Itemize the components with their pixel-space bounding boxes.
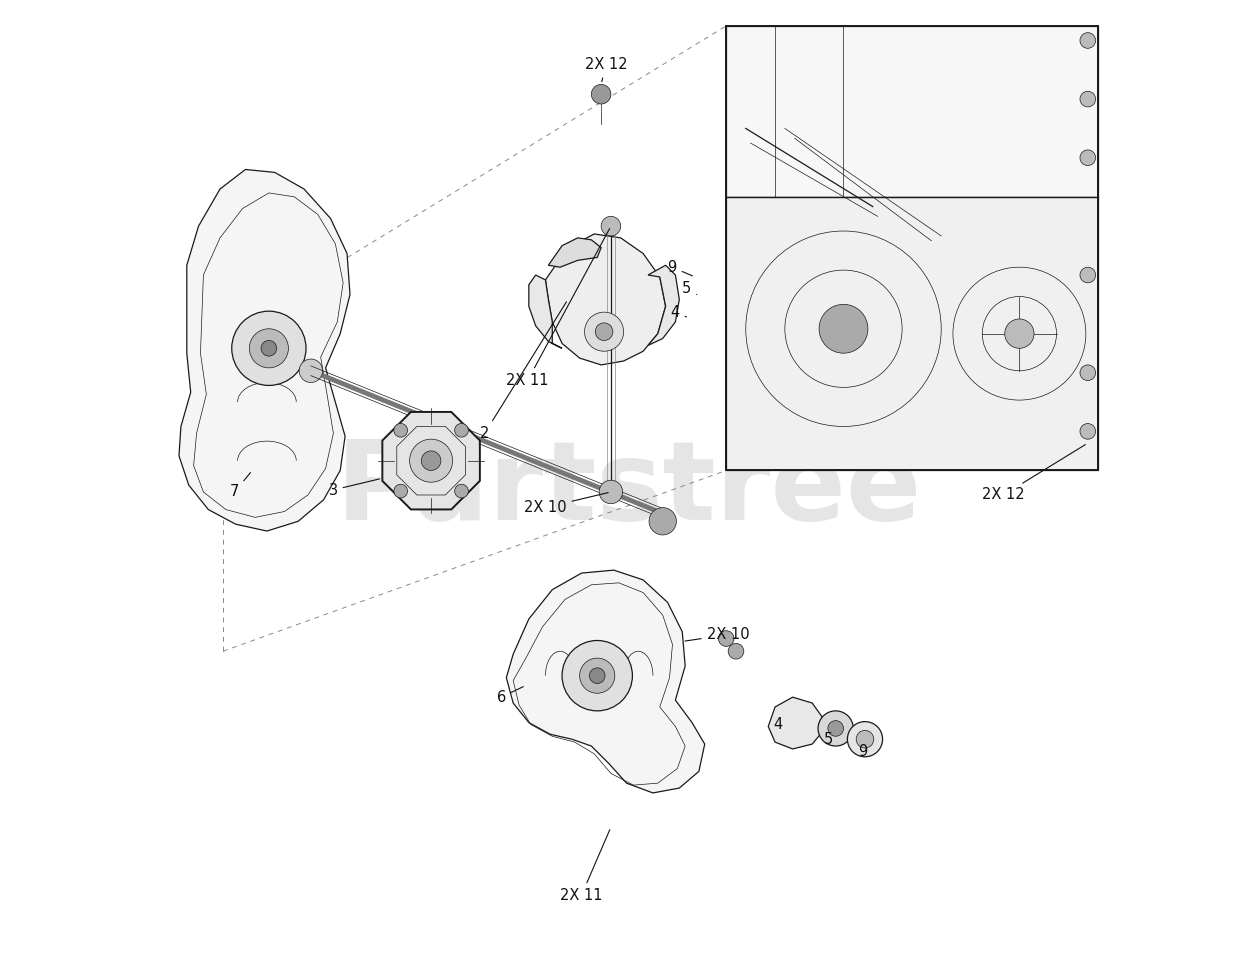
Text: 4: 4	[773, 717, 782, 732]
Circle shape	[585, 313, 623, 351]
Polygon shape	[529, 275, 562, 348]
Text: ™: ™	[857, 421, 885, 449]
Circle shape	[590, 667, 605, 683]
Circle shape	[856, 730, 874, 748]
Circle shape	[1080, 91, 1096, 107]
Circle shape	[847, 721, 882, 757]
Text: 5: 5	[823, 732, 833, 747]
Circle shape	[601, 217, 621, 236]
Circle shape	[1080, 32, 1096, 48]
Circle shape	[455, 423, 469, 437]
Circle shape	[249, 328, 288, 368]
Text: 3: 3	[328, 479, 380, 498]
Text: 9: 9	[859, 745, 867, 760]
Text: 2X 12: 2X 12	[982, 445, 1086, 503]
Circle shape	[719, 631, 734, 647]
Circle shape	[231, 312, 305, 385]
Circle shape	[455, 484, 469, 498]
Text: 2X 11: 2X 11	[507, 228, 610, 388]
Circle shape	[649, 508, 676, 535]
Polygon shape	[178, 170, 349, 531]
Text: 2X 11: 2X 11	[561, 830, 610, 903]
Circle shape	[818, 710, 854, 746]
Polygon shape	[727, 25, 1097, 197]
Circle shape	[421, 451, 441, 470]
Text: 5: 5	[683, 281, 696, 296]
Polygon shape	[548, 238, 601, 268]
Circle shape	[410, 439, 453, 482]
Circle shape	[1080, 365, 1096, 380]
Polygon shape	[768, 697, 822, 749]
Circle shape	[299, 359, 323, 382]
Polygon shape	[507, 570, 705, 793]
Circle shape	[393, 484, 407, 498]
Text: 2X 10: 2X 10	[685, 627, 749, 642]
Circle shape	[1080, 150, 1096, 166]
Circle shape	[1080, 268, 1096, 283]
Circle shape	[1004, 318, 1035, 348]
Circle shape	[1080, 423, 1096, 439]
Text: 9: 9	[667, 260, 693, 275]
Circle shape	[600, 480, 622, 504]
Circle shape	[393, 423, 407, 437]
Polygon shape	[649, 266, 679, 345]
Circle shape	[828, 720, 843, 736]
Circle shape	[596, 322, 613, 340]
Polygon shape	[382, 412, 480, 510]
Circle shape	[261, 340, 277, 356]
Text: Partstree: Partstree	[336, 436, 921, 544]
Circle shape	[820, 305, 867, 353]
Circle shape	[591, 84, 611, 104]
Text: 2: 2	[480, 302, 567, 441]
Text: 4: 4	[670, 305, 686, 319]
Text: 6: 6	[497, 687, 523, 705]
Circle shape	[579, 659, 615, 693]
Circle shape	[728, 644, 744, 660]
Text: 2X 10: 2X 10	[524, 493, 608, 515]
Circle shape	[562, 641, 632, 710]
Polygon shape	[546, 234, 666, 365]
Polygon shape	[727, 197, 1097, 470]
Text: 2X 12: 2X 12	[585, 58, 627, 81]
Text: 7: 7	[230, 472, 250, 500]
